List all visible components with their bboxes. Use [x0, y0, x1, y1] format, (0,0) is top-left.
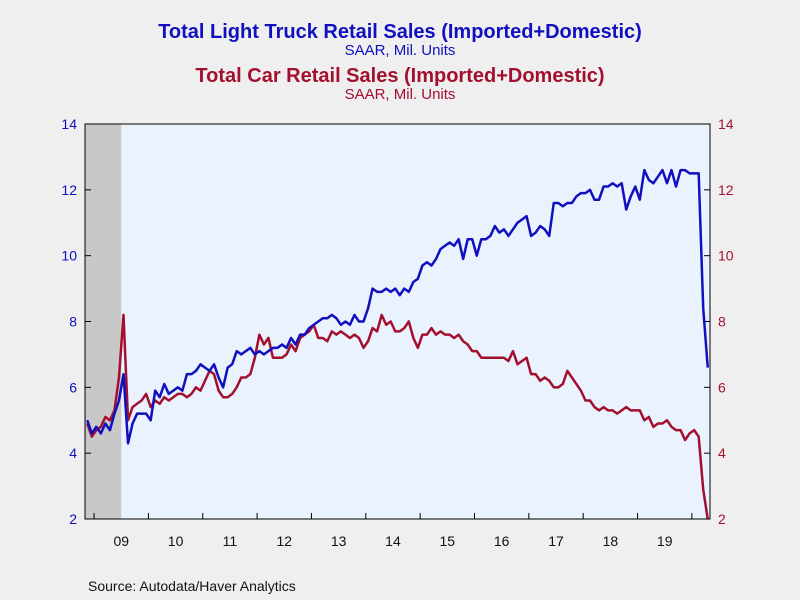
x-axis-ticks: 09 10 11 12 13 14 15 16 17 18 19 [93, 513, 693, 549]
recession-shading [85, 124, 122, 519]
right-y-tick-label: 12 [718, 182, 734, 198]
x-tick-label: 19 [657, 533, 673, 549]
truck-title: Total Light Truck Retail Sales (Imported… [158, 21, 642, 43]
x-tick-label: 10 [168, 533, 184, 549]
left-y-tick-label: 4 [69, 445, 77, 461]
plot-frame [84, 123, 711, 520]
right-y-tick-label: 10 [718, 248, 734, 264]
x-tick-label: 16 [494, 533, 510, 549]
x-tick-label: 12 [276, 533, 292, 549]
x-tick-label: 17 [548, 533, 564, 549]
left-y-tick-label: 12 [61, 182, 77, 198]
right-y-tick-label: 2 [718, 511, 726, 527]
x-tick-label: 18 [603, 533, 619, 549]
car-subtitle: SAAR, Mil. Units [345, 86, 456, 103]
left-y-tick-label: 14 [61, 116, 77, 132]
x-tick-label: 09 [113, 533, 129, 549]
truck-subtitle: SAAR, Mil. Units [345, 42, 456, 59]
plot-area [85, 124, 710, 519]
right-y-tick-label: 8 [718, 314, 726, 330]
left-y-tick-label: 2 [69, 511, 77, 527]
x-tick-label: 13 [331, 533, 347, 549]
right-y-tick-label: 14 [718, 116, 734, 132]
truck-sales-line [86, 168, 709, 445]
left-y-tick-label: 8 [69, 314, 77, 330]
left-y-tick-label: 10 [61, 248, 77, 264]
right-y-tick-label: 4 [718, 445, 726, 461]
x-tick-label: 15 [440, 533, 456, 549]
left-y-tick-label: 6 [69, 379, 77, 395]
source-note: Source: Autodata/Haver Analytics [88, 578, 296, 594]
car-sales-line [86, 313, 709, 520]
y-axis-ticks: 2 4 6 8 10 12 14 2 4 6 8 10 12 14 [61, 116, 733, 527]
right-y-tick-label: 6 [718, 379, 726, 395]
car-title: Total Car Retail Sales (Imported+Domesti… [195, 65, 604, 87]
x-tick-label: 11 [223, 533, 238, 549]
x-tick-label: 14 [385, 533, 401, 549]
